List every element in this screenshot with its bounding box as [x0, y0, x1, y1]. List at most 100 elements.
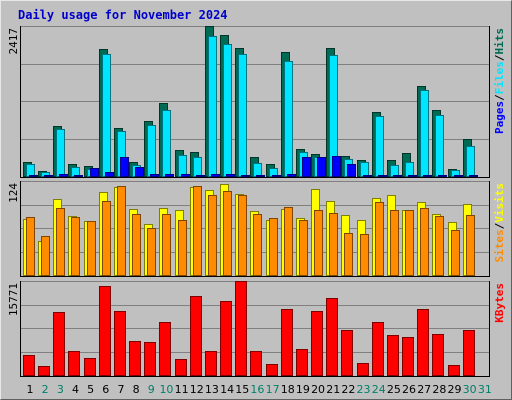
- bar-kbytes-day-12: [190, 296, 202, 376]
- max-value-label: 124: [7, 183, 20, 203]
- bar-kbytes-day-25: [387, 335, 399, 376]
- day-label: 11: [175, 383, 189, 396]
- bar-kbytes-day-1: [23, 355, 35, 376]
- day-label: 6: [102, 383, 109, 396]
- bar-sites-day-25: [390, 210, 399, 276]
- bar-pages-day-8: [135, 167, 144, 177]
- bar-sites-day-7: [117, 186, 126, 276]
- bar-files-day-26: [405, 162, 414, 177]
- legend-item-hits: Hits: [493, 28, 506, 55]
- bar-sites-day-27: [420, 208, 429, 276]
- bar-kbytes-day-29: [448, 365, 460, 376]
- bar-files-day-9: [147, 125, 156, 177]
- bar-pages-day-16: [256, 175, 265, 177]
- bar-sites-day-21: [329, 213, 338, 276]
- bar-sites-day-28: [435, 216, 444, 276]
- series-kbytes: [23, 281, 475, 376]
- legend-item-pages: Pages: [493, 101, 506, 134]
- bar-pages-day-4: [74, 175, 83, 177]
- bar-files-day-15: [238, 54, 247, 177]
- bar-kbytes-day-15: [235, 281, 247, 376]
- bar-kbytes-day-5: [84, 358, 96, 376]
- bar-pages-day-26: [408, 175, 417, 177]
- bar-sites-day-6: [102, 201, 111, 276]
- legend-item-files: Files: [493, 61, 506, 94]
- bar-files-day-25: [390, 165, 399, 177]
- bar-files-day-28: [435, 115, 444, 177]
- max-value-label: 15771: [7, 283, 20, 316]
- bar-files-day-30: [466, 146, 475, 177]
- bar-files-day-1: [26, 164, 35, 177]
- bar-kbytes-day-10: [159, 322, 171, 376]
- bar-files-day-18: [284, 61, 293, 177]
- bar-kbytes-day-23: [357, 363, 369, 376]
- bar-kbytes-day-14: [220, 301, 232, 376]
- bar-kbytes-day-30: [463, 330, 475, 376]
- day-label: 27: [417, 383, 431, 396]
- legend-item-sites: Sites: [493, 229, 506, 262]
- day-label: 25: [387, 383, 401, 396]
- bar-sites-day-5: [87, 221, 96, 276]
- bar-kbytes-day-27: [417, 309, 429, 376]
- bar-pages-day-28: [438, 175, 447, 177]
- series-pages: [29, 156, 478, 177]
- bar-kbytes-day-3: [53, 312, 65, 376]
- bar-kbytes-day-9: [144, 342, 156, 376]
- bar-kbytes-day-26: [402, 337, 414, 376]
- panel-kbytes: 15771 KBytes: [7, 281, 506, 377]
- bar-pages-day-11: [181, 174, 190, 177]
- bar-sites-day-22: [344, 233, 353, 276]
- bar-pages-day-20: [317, 157, 326, 177]
- bar-pages-day-27: [423, 175, 432, 177]
- bar-kbytes-day-28: [432, 334, 444, 376]
- bar-files-day-27: [420, 90, 429, 177]
- bar-sites-day-3: [56, 208, 65, 276]
- day-label: 5: [87, 383, 94, 396]
- bar-pages-day-13: [211, 174, 220, 177]
- series-sites: [26, 186, 475, 276]
- bar-sites-day-26: [405, 210, 414, 276]
- legend-separator: /: [493, 54, 506, 61]
- day-label: 13: [205, 383, 219, 396]
- day-label: 14: [220, 383, 234, 396]
- bar-pages-day-23: [363, 175, 372, 177]
- bar-pages-day-18: [287, 174, 296, 177]
- bar-pages-day-1: [29, 175, 38, 177]
- bar-kbytes-day-8: [129, 341, 141, 376]
- bar-pages-day-22: [347, 164, 356, 177]
- chart-title: Daily usage for November 2024: [18, 8, 228, 22]
- day-label: 17: [266, 383, 280, 396]
- bar-pages-day-25: [393, 175, 402, 177]
- bar-kbytes-day-6: [99, 286, 111, 376]
- bar-kbytes-day-2: [38, 366, 50, 376]
- bar-kbytes-day-19: [296, 349, 308, 376]
- day-label: 28: [432, 383, 446, 396]
- bar-pages-day-10: [165, 174, 174, 177]
- bar-pages-day-29: [454, 175, 463, 177]
- day-label: 2: [42, 383, 49, 396]
- bar-sites-day-16: [253, 214, 262, 276]
- day-label: 9: [148, 383, 155, 396]
- bar-kbytes-day-24: [372, 322, 384, 376]
- bar-pages-day-2: [44, 175, 53, 177]
- bar-kbytes-day-21: [326, 298, 338, 376]
- day-label: 15: [235, 383, 249, 396]
- bar-pages-day-9: [150, 174, 159, 177]
- bar-sites-day-23: [360, 234, 369, 276]
- bar-files-day-6: [102, 54, 111, 177]
- day-label: 16: [250, 383, 264, 396]
- legend-separator: /: [493, 222, 506, 229]
- bar-pages-day-30: [469, 175, 478, 177]
- day-label: 22: [341, 383, 355, 396]
- bar-sites-day-15: [238, 195, 247, 276]
- bar-pages-day-12: [196, 175, 205, 177]
- day-label: 8: [133, 383, 140, 396]
- bar-kbytes-day-22: [341, 330, 353, 376]
- day-label: 23: [357, 383, 371, 396]
- bar-files-day-14: [223, 44, 232, 177]
- bar-sites-day-9: [147, 228, 156, 276]
- bar-pages-day-7: [120, 157, 129, 177]
